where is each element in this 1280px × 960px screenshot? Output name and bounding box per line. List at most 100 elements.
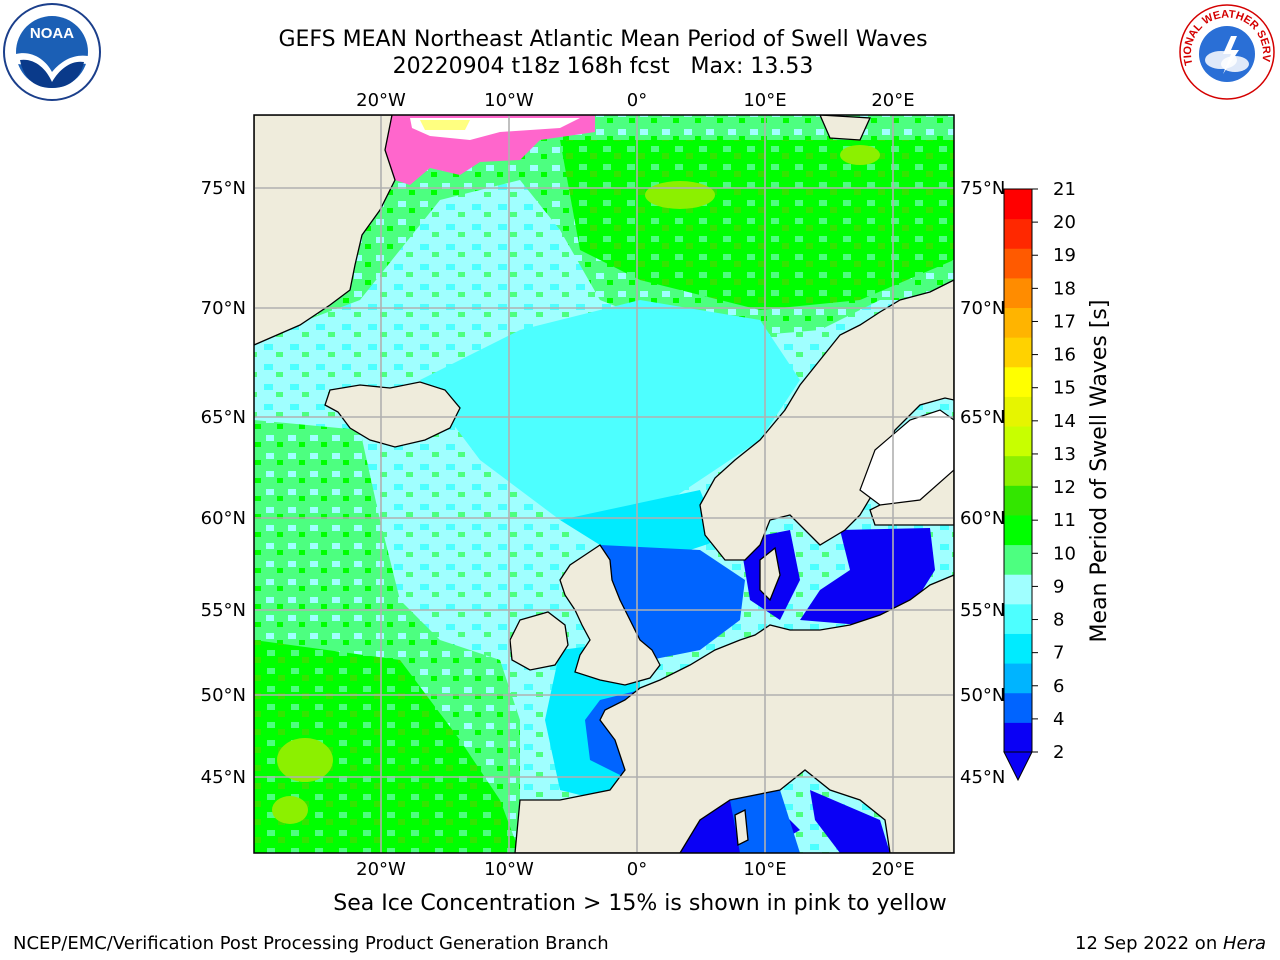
lat-label-left: 50°N [201,685,246,706]
generation-date-text: 12 Sep 2022 on [1075,933,1223,954]
lon-label-bottom: 20°W [356,859,406,880]
lon-label-top: 10°E [743,90,786,111]
generation-date: 12 Sep 2022 on Hera [1075,932,1266,956]
lat-labels-left: 75°N 70°N 65°N 60°N 55°N 50°N 45°N [201,178,246,788]
lat-label-right: 60°N [960,508,1005,529]
colorbar-swatch [1004,633,1032,664]
map-frame [253,114,955,854]
colorbar-frame [1003,188,1033,753]
colorbar-swatch [1004,366,1032,397]
lat-label-right: 50°N [960,685,1005,706]
colorbar-swatch [1004,189,1032,220]
lat-label-left: 45°N [201,767,246,788]
lat-label-right: 45°N [960,767,1005,788]
noaa-logo-text: NOAA [30,25,74,42]
swell-region-6-7s-north-sea-entrance [560,490,720,560]
lon-label-top: 20°W [356,90,406,111]
ireland [509,611,569,671]
colorbar-label: Mean Period of Swell Waves [s] [1087,300,1112,643]
colorbar-swatch [1004,337,1032,368]
colorbar-tick-label: 8 [1053,610,1064,631]
iceland [324,381,461,448]
map-gridlines [254,115,954,853]
lat-label-left: 70°N [201,298,246,319]
colorbar-swatch [1004,544,1032,575]
colorbar-tick-label: 17 [1053,311,1076,332]
swell-region-2-4s-baltic [800,528,935,625]
lat-label-left: 75°N [201,178,246,199]
host-name: Hera [1222,933,1266,954]
sea-ice-note: Sea Ice Concentration > 15% is shown in … [333,891,947,916]
colorbar-tick-label: 9 [1053,576,1064,597]
colorbar-swatch [1004,426,1032,457]
colorbar-tick-label: 18 [1053,278,1076,299]
colorbar-swatch [1004,248,1032,279]
corsica [734,808,749,847]
colorbar-tick-label: 19 [1053,245,1076,266]
colorbar-swatch [1004,663,1032,694]
swell-region-10-11s-southwest [254,640,520,853]
swell-region-12s-southwest [277,738,333,782]
colorbar-swatch [1004,396,1032,427]
lat-label-right: 70°N [960,298,1005,319]
colorbar-tick-label: 21 [1053,179,1076,200]
colorbar-swatch [1004,455,1032,486]
colorbar-tick-label: 10 [1053,543,1076,564]
european-mainland [514,574,954,853]
colorbar: 2 4 6 7 8 9 10 11 12 13 14 15 16 17 18 19 20 21 [1003,179,1076,782]
lon-label-top: 0° [627,90,647,111]
lon-label-bottom: 20°E [871,859,914,880]
lat-label-right: 55°N [960,600,1005,621]
lat-label-right: 65°N [960,407,1005,428]
lon-label-top: 10°W [484,90,534,111]
colorbar-tick-label: 12 [1053,477,1076,498]
sea-ice-yellow [420,120,470,130]
lon-label-bottom: 10°W [484,859,534,880]
chart-title: GEFS MEAN Northeast Atlantic Mean Period… [278,27,928,52]
lon-label-bottom: 0° [627,859,647,880]
lon-label-bottom: 10°E [743,859,786,880]
colorbar-tick-label: 16 [1053,345,1076,366]
map-area [254,115,954,853]
colorbar-swatch [1004,692,1032,723]
colorbar-tick-label: 7 [1053,643,1064,664]
colorbar-tick-label: 11 [1053,510,1076,531]
colorbar-tick-label: 2 [1053,742,1064,763]
colorbar-extend-arrow [1003,751,1033,782]
noaa-logo: NOAA [3,3,101,101]
lat-label-left: 60°N [201,508,246,529]
colorbar-tick-label: 20 [1053,212,1076,233]
national-weather-service-logo: NATIONAL WEATHER SERVICE [1177,2,1275,100]
greenland [254,115,396,346]
swell-region-7-8s-norwegian-sea [420,300,800,520]
lat-label-left: 65°N [201,407,246,428]
swell-region-10-11s-barents [560,140,954,310]
colorbar-tick-label: 6 [1053,676,1064,697]
colorbar-swatch [1004,218,1032,249]
swell-region-12s-patch-2 [840,145,880,165]
chart-subtitle: 20220904 t18z 168h fcst Max: 13.53 [392,54,814,79]
colorbar-swatch [1004,485,1032,516]
swell-region-2-4s-adriatic [810,790,890,853]
great-britain [559,544,661,686]
colorbar-tick-label: 13 [1053,444,1076,465]
lat-label-left: 55°N [201,600,246,621]
colorbar-swatch [1004,722,1032,753]
lon-label-top: 20°E [871,90,914,111]
svalbard [819,115,871,141]
lon-labels-top: 20°W 10°W 0° 10°E 20°E [356,90,914,111]
swell-region-12s-southwest-2 [272,796,308,824]
lat-labels-right: 75°N 70°N 65°N 60°N 55°N 50°N 45°N [960,178,1005,788]
colorbar-swatch [1004,277,1032,309]
colorbar-tick-label: 14 [1053,411,1076,432]
colorbar-swatch [1004,514,1032,546]
colorbar-tick-label: 4 [1053,709,1064,730]
colorbar-swatch [1004,574,1032,605]
lon-labels-bottom: 20°W 10°W 0° 10°E 20°E [356,859,914,880]
colorbar-tick-label: 15 [1053,378,1076,399]
lat-label-right: 75°N [960,178,1005,199]
colorbar-swatch [1004,307,1032,338]
colorbar-swatch [1004,603,1032,634]
producer-credit: NCEP/EMC/Verification Post Processing Pr… [13,933,609,954]
